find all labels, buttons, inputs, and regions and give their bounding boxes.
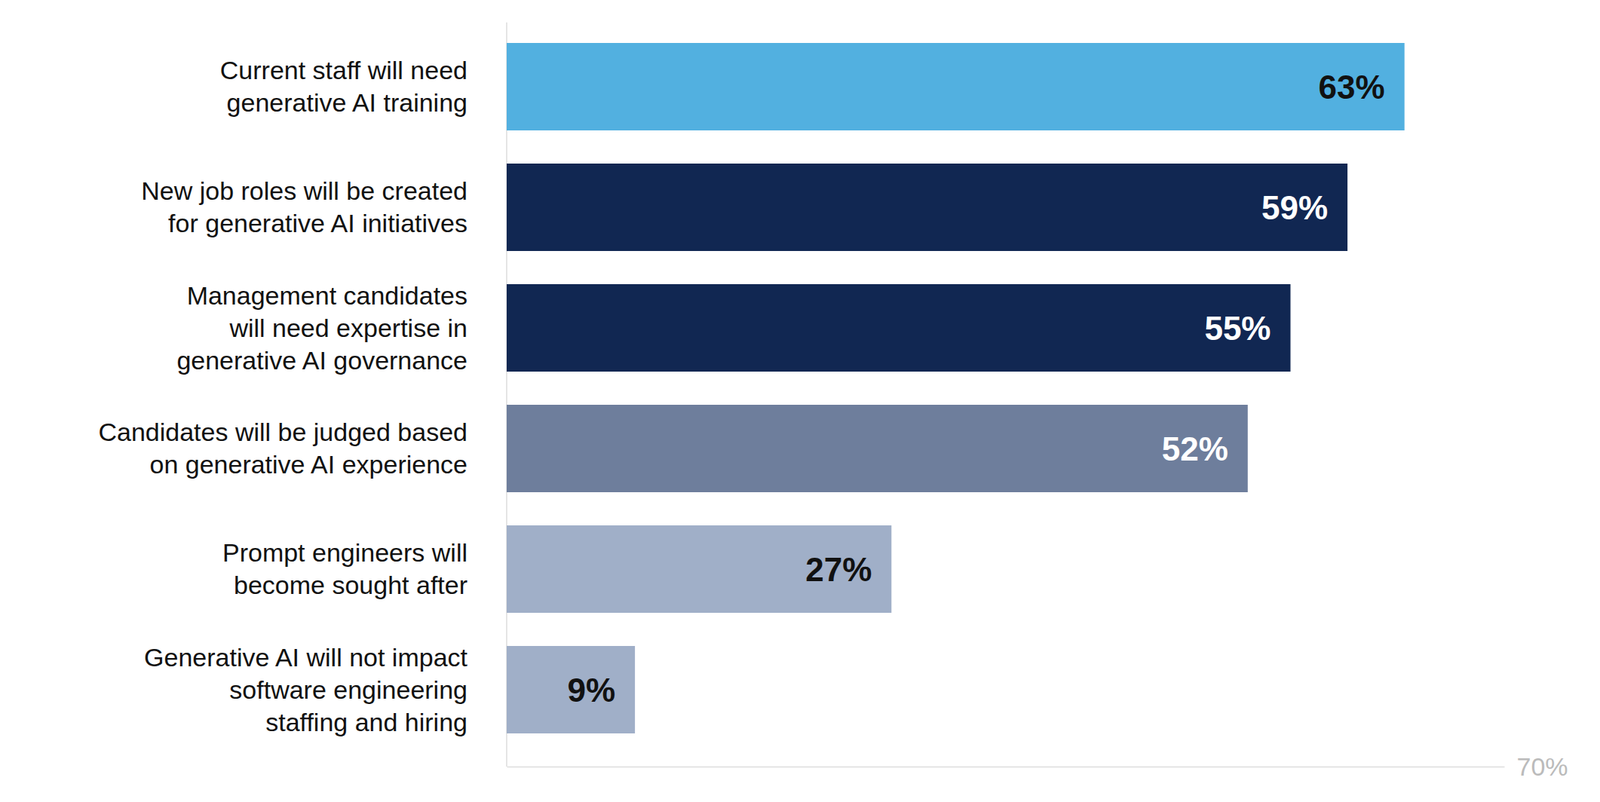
category-label-line: become sought after xyxy=(233,570,468,600)
data-label: 52% xyxy=(1161,430,1229,468)
category-label-line: Candidates will be judged based xyxy=(98,417,468,447)
category-label-line: generative AI training xyxy=(226,88,468,117)
category-label: Prompt engineers willbecome sought after xyxy=(222,538,468,600)
bar xyxy=(506,525,892,614)
bars xyxy=(506,42,1405,734)
data-label: 59% xyxy=(1261,189,1328,227)
category-label-line: New job roles will be created xyxy=(140,176,468,206)
chart: 63% 59% 55% 52% 27% 9% Current staff will need… xyxy=(0,0,1600,802)
category-label: Current staff will need generative AI tra… xyxy=(220,55,468,117)
category-label-line: will need expertise in xyxy=(228,313,468,343)
category-label: Management candidates will need expertise… xyxy=(176,281,468,375)
data-label: 9% xyxy=(567,671,617,709)
category-label: Generative AI will not impact software en… xyxy=(144,643,469,737)
category-label-line: Management candidates xyxy=(186,281,468,310)
category-label-line: Generative AI will not impact xyxy=(144,643,469,672)
category-labels: Current staff will need generative AI tra… xyxy=(98,55,468,737)
bar xyxy=(506,284,1291,372)
category-label-line: Current staff will need xyxy=(220,55,468,85)
data-labels: 63% 59% 55% 52% 27% 9% xyxy=(567,68,1386,709)
category-label-line: on generative AI experience xyxy=(149,450,468,479)
bar xyxy=(506,42,1405,131)
data-label: 63% xyxy=(1318,68,1386,106)
data-label: 55% xyxy=(1204,309,1271,347)
category-label-line: generative AI governance xyxy=(176,346,468,375)
data-label: 27% xyxy=(805,551,872,589)
x-tick: 70% xyxy=(1504,752,1569,782)
bar xyxy=(506,404,1248,493)
x-axis-line xyxy=(507,766,1505,769)
category-label: Candidates will be judged based on genera… xyxy=(98,417,468,479)
category-label-line: Prompt engineers will xyxy=(222,538,468,568)
category-label: New job roles will be createdfor generat… xyxy=(140,176,468,238)
bar xyxy=(506,163,1348,252)
x-axis: 70% xyxy=(507,752,1569,782)
category-label-line: staffing and hiring xyxy=(265,708,468,737)
x-tick-label: 70% xyxy=(1517,752,1569,782)
category-label-line: for generative AI initiatives xyxy=(168,208,468,238)
category-label-line: software engineering xyxy=(229,675,468,705)
bar xyxy=(506,646,635,734)
